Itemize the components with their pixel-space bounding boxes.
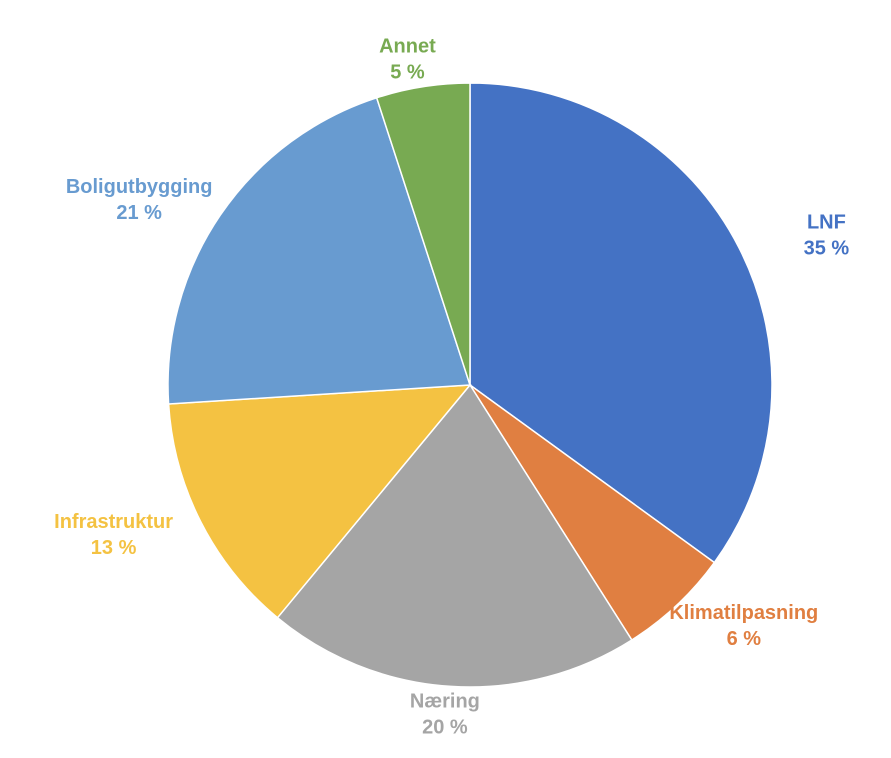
slice-value: 35 % bbox=[804, 237, 850, 259]
slice-label: Boligutbygging bbox=[66, 176, 213, 198]
slice-label: Klimatilpasning bbox=[669, 602, 818, 624]
pie-slice bbox=[167, 384, 472, 619]
slice-label: Næring bbox=[410, 691, 480, 713]
pie-slice bbox=[276, 383, 633, 688]
slice-value: 20 % bbox=[422, 717, 468, 739]
slice-value: 6 % bbox=[727, 628, 762, 650]
pie-slice bbox=[167, 96, 472, 405]
slice-label: LNF bbox=[807, 211, 846, 233]
slice-label: Infrastruktur bbox=[54, 511, 173, 533]
pie-slice bbox=[469, 82, 773, 564]
slice-label: Annet bbox=[379, 35, 436, 57]
slice-value: 13 % bbox=[91, 537, 137, 559]
slice-value: 21 % bbox=[116, 202, 162, 224]
pie-slice bbox=[375, 82, 471, 386]
slice-value: 5 % bbox=[390, 61, 425, 83]
